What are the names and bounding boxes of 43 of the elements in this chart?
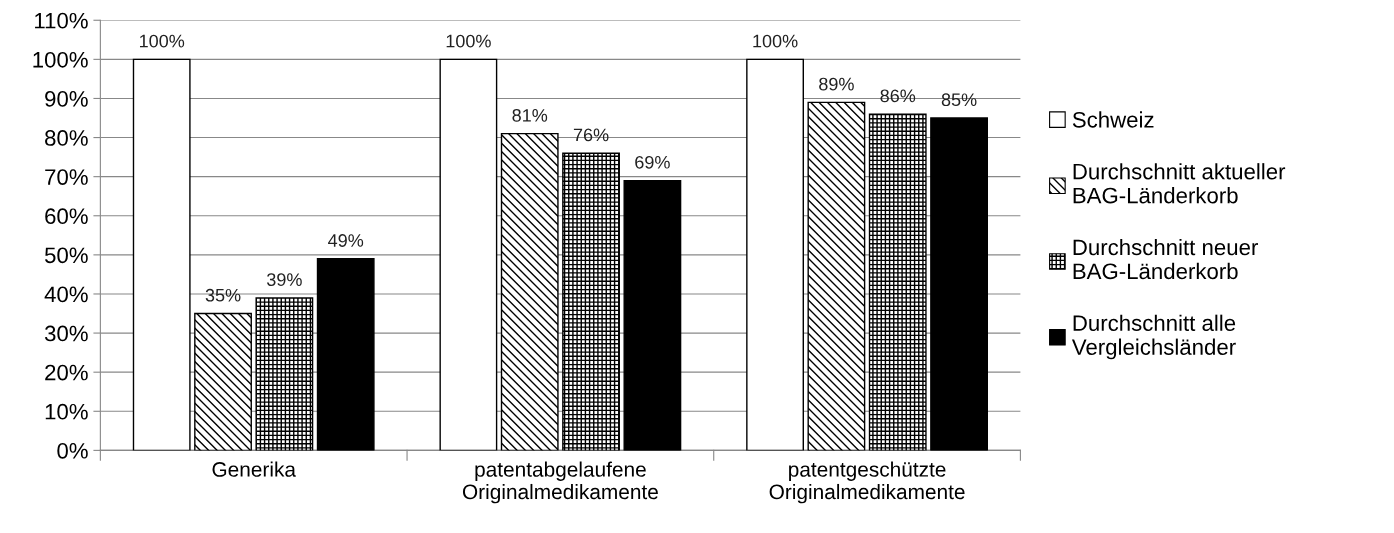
- legend-label: Durchschnitt alle Vergleichsländer: [1071, 314, 1236, 360]
- bar: [623, 179, 682, 451]
- data-label: 69%: [635, 155, 670, 169]
- y-tick-label: 80%: [45, 130, 88, 146]
- data-label: 39%: [267, 273, 302, 286]
- y-tick-label: 70%: [45, 169, 88, 185]
- data-label: 35%: [205, 288, 241, 302]
- y-tick-label: 100%: [33, 51, 88, 68]
- bar: [316, 258, 375, 451]
- data-label: 100%: [139, 34, 185, 48]
- y-tick-label: 30%: [44, 325, 88, 342]
- data-label: 100%: [446, 34, 491, 48]
- y-tick-label: 40%: [44, 286, 88, 303]
- data-label: 89%: [819, 77, 854, 91]
- data-label: 86%: [880, 89, 916, 103]
- y-tick-label: 20%: [45, 364, 88, 381]
- y-tick-label: 110%: [35, 12, 88, 29]
- data-label: 100%: [753, 34, 798, 48]
- bar: [255, 297, 314, 451]
- data-label: 85%: [941, 93, 977, 107]
- y-tick-label: 0%: [57, 442, 88, 459]
- x-tick-label: patentabgelaufene Originalmedikamente: [462, 461, 658, 504]
- y-tick-label: 60%: [45, 208, 88, 225]
- data-label: 76%: [573, 128, 609, 142]
- bar: [868, 113, 927, 451]
- data-label: 81%: [512, 108, 548, 122]
- bar: [132, 58, 191, 451]
- bar: [194, 312, 252, 451]
- y-tick-label: 10%: [45, 403, 88, 420]
- bar: [439, 58, 498, 451]
- legend-label: Schweiz: [1072, 111, 1154, 128]
- bar: [562, 152, 620, 451]
- bar: [807, 101, 866, 451]
- legend-label: Durchschnitt neuer BAG-Länderkorb: [1073, 238, 1258, 280]
- y-tick-label: 50%: [44, 247, 88, 264]
- bar: [930, 117, 988, 451]
- bar: [746, 58, 804, 451]
- x-tick-label: Generika: [212, 461, 296, 477]
- y-tick-label: 90%: [45, 90, 88, 107]
- bar: [500, 132, 559, 451]
- data-label: 49%: [328, 234, 364, 247]
- legend-label: Durchschnitt aktueller BAG-Länderkorb: [1073, 163, 1286, 204]
- x-tick-label: patentgeschützte Originalmedikamente: [769, 461, 965, 504]
